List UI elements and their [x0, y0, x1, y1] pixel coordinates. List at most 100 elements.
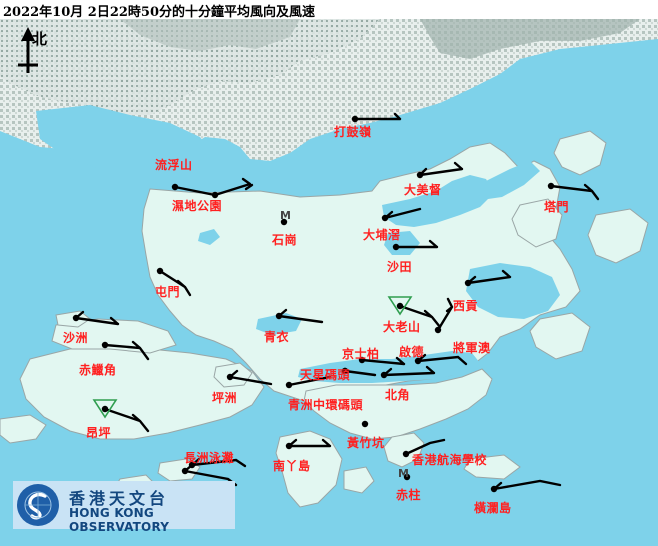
station-label: 屯門 [155, 285, 181, 299]
station-marker [211, 191, 219, 199]
wind-barb [394, 239, 439, 249]
station-dot-icon [464, 279, 472, 287]
station-marker [490, 479, 562, 493]
page-title: 2022年10月 2日22時50分的十分鐘平均風向及風速 [3, 5, 316, 20]
title-bar: 2022年10月 2日22時50分的十分鐘平均風向及風速 [0, 0, 658, 20]
station-marker [341, 367, 349, 375]
station-dot-icon [414, 357, 422, 365]
station-label: 黃竹坑 [347, 436, 385, 450]
wind-barb [436, 297, 454, 332]
wind-barb [287, 375, 332, 387]
wind-barb [404, 438, 446, 456]
station-marker [414, 353, 468, 366]
station-label: 坪洲 [212, 391, 238, 405]
station-label: 青衣 [264, 330, 290, 344]
station-dot-icon [285, 381, 293, 389]
station-dot-icon [358, 356, 366, 364]
station-dot-icon [381, 214, 389, 222]
station-dot-icon [547, 182, 555, 190]
station-label: 西貢 [453, 299, 479, 313]
station-marker [381, 207, 422, 222]
station-marker [101, 340, 150, 361]
north-label: 北 [32, 30, 48, 48]
wind-barb [287, 438, 332, 448]
wind-barb [382, 365, 436, 377]
station-dot-icon [280, 218, 288, 226]
station-marker [275, 308, 324, 324]
hko-logo: 香港天文台 HONG KONG OBSERVATORY [13, 481, 235, 534]
green-triangle-marker-icon [92, 399, 118, 419]
station-dot-icon [434, 326, 442, 334]
station-label: 大美督 [404, 183, 442, 197]
north-arrow-icon [18, 27, 38, 73]
station-marker [351, 112, 402, 123]
wind-barb [360, 356, 406, 366]
station-label: 橫瀾島 [474, 501, 512, 515]
station-label: 長洲泳灘 [184, 451, 235, 465]
wind-barb [103, 340, 150, 361]
station-dot-icon [285, 442, 293, 450]
wind-barb [343, 369, 377, 377]
wind-barb [353, 112, 402, 121]
station-dot-icon [341, 367, 349, 375]
wind-barb [383, 207, 422, 220]
station-label: 赤柱 [396, 488, 422, 502]
station-marker [361, 420, 369, 428]
station-dot-icon [402, 450, 410, 458]
station-label: 流浮山 [155, 158, 193, 172]
station-dot-icon [171, 183, 179, 191]
station-marker [402, 438, 446, 458]
station-marker [547, 182, 600, 201]
station-label: 啟德 [399, 345, 425, 359]
station-marker [171, 177, 254, 197]
station-marker [156, 267, 192, 297]
station-dot-icon [156, 267, 164, 275]
station-dot-icon [392, 243, 400, 251]
station-dot-icon [361, 420, 369, 428]
station-dot-icon [226, 373, 234, 381]
north-arrow: 北 [6, 25, 66, 77]
station-marker [92, 399, 150, 433]
station-label: 濕地公園 [172, 199, 223, 213]
station-marker [387, 296, 442, 329]
wind-barb-layer [72, 112, 600, 493]
station-label: 南丫島 [273, 459, 311, 473]
hko-swirl-icon [17, 484, 59, 526]
station-label: 石崗 [272, 233, 298, 247]
station-marker [464, 269, 512, 287]
station-label: 大埔滘 [363, 228, 401, 242]
station-marker [358, 356, 406, 366]
m-marker-label: M [280, 209, 291, 222]
map-canvas: 打鼓嶺 流浮山 濕地公園 大美督 塔門 石崗 M 大埔滘 沙田 屯門 西貢 大老山 將軍澳 青衣 沙洲 赤鱲角… [0, 19, 658, 546]
station-dot-icon [72, 314, 80, 322]
station-label: 沙洲 [63, 331, 89, 345]
station-dot-icon [211, 191, 219, 199]
station-dot-icon [101, 405, 109, 413]
wind-barb [466, 269, 512, 285]
station-label: 大老山 [383, 320, 421, 334]
station-label: 沙田 [387, 260, 413, 274]
station-marker [72, 310, 120, 326]
station-label: 赤鱲角 [79, 363, 117, 377]
station-marker [280, 218, 288, 226]
station-dot-icon [101, 341, 109, 349]
hko-logo-english: HONG KONG OBSERVATORY [69, 506, 170, 534]
station-label: 打鼓嶺 [334, 125, 372, 139]
wind-barb [398, 304, 442, 329]
wind-barb [416, 353, 468, 366]
station-marker [416, 161, 464, 179]
hko-swirl-glyph [24, 491, 52, 520]
station-marker [226, 369, 273, 386]
station-dot-icon [351, 115, 359, 123]
station-dot-icon [416, 171, 424, 179]
wind-barb [549, 183, 600, 201]
map-geography [0, 19, 658, 546]
station-label: 將軍澳 [453, 341, 491, 355]
wind-barb [277, 308, 324, 324]
station-dot-icon [275, 312, 283, 320]
station-label: 香港航海學校 [412, 453, 488, 467]
station-label: 北角 [385, 388, 411, 402]
station-dot-icon [181, 467, 189, 475]
station-marker [285, 438, 332, 450]
